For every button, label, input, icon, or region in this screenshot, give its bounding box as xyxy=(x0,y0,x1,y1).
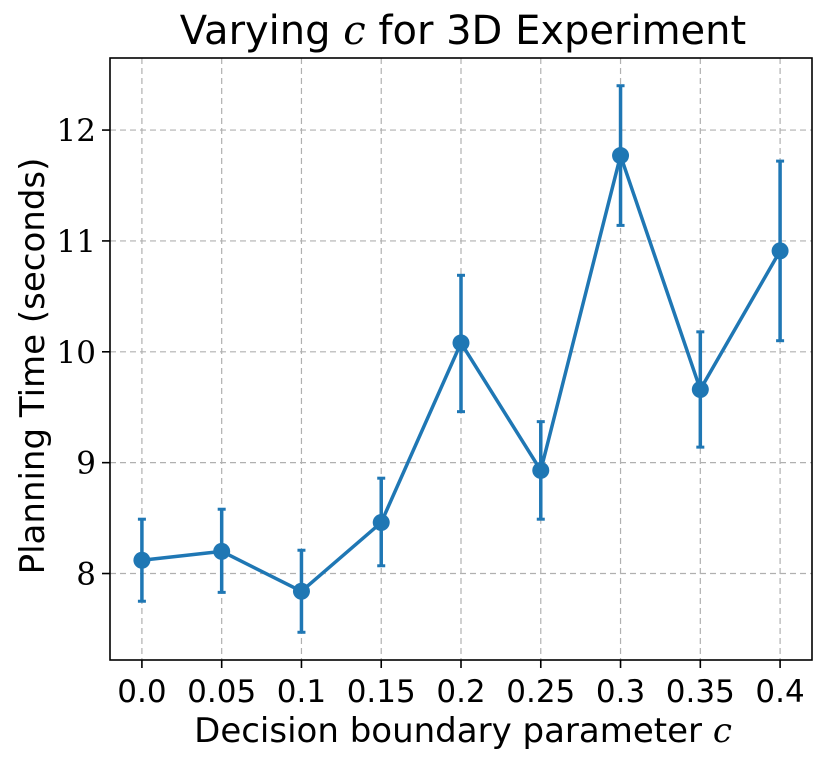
x-tick-label: 0.05 xyxy=(187,674,256,710)
y-tick-label: 9 xyxy=(76,446,96,482)
x-tick-label: 0.0 xyxy=(117,674,166,710)
x-axis-label: Decision boundary parameter c xyxy=(194,711,732,751)
x-axis-label-text: Decision boundary parameter xyxy=(194,711,702,751)
y-tick-label: 8 xyxy=(76,557,96,593)
data-point xyxy=(691,380,709,398)
data-point xyxy=(213,542,231,560)
x-axis-label-variable: c xyxy=(713,711,732,751)
data-point xyxy=(133,551,151,569)
chart-title: Varying c for 3D Experiment xyxy=(180,8,746,54)
x-tick-label: 0.25 xyxy=(506,674,575,710)
chart-title-variable: c xyxy=(343,8,365,54)
x-tick-label: 0.15 xyxy=(347,674,416,710)
chart-title-suffix: for 3D Experiment xyxy=(378,8,746,54)
series-layer xyxy=(133,84,789,634)
x-tick-label: 0.35 xyxy=(666,674,735,710)
x-tick-label: 0.3 xyxy=(596,674,645,710)
data-point xyxy=(372,514,390,532)
x-tick-label: 0.1 xyxy=(277,674,326,710)
y-tick-label: 12 xyxy=(57,113,96,149)
data-point xyxy=(612,147,630,165)
tick-layer: 0.0 0.05 0.1 0.15 0.2 0.25 0.3 0.35 0.4 8 9 10 11 12 xyxy=(57,113,805,710)
y-tick-label: 10 xyxy=(57,335,96,371)
data-point xyxy=(771,242,789,260)
data-point xyxy=(532,461,550,479)
y-tick-label: 11 xyxy=(57,224,96,260)
data-point xyxy=(292,582,310,600)
x-tick-label: 0.2 xyxy=(436,674,485,710)
data-point xyxy=(452,334,470,352)
chart-title-prefix: Varying xyxy=(180,8,331,54)
y-axis-label: Planning Time (seconds) xyxy=(13,158,53,575)
x-tick-label: 0.4 xyxy=(755,674,804,710)
